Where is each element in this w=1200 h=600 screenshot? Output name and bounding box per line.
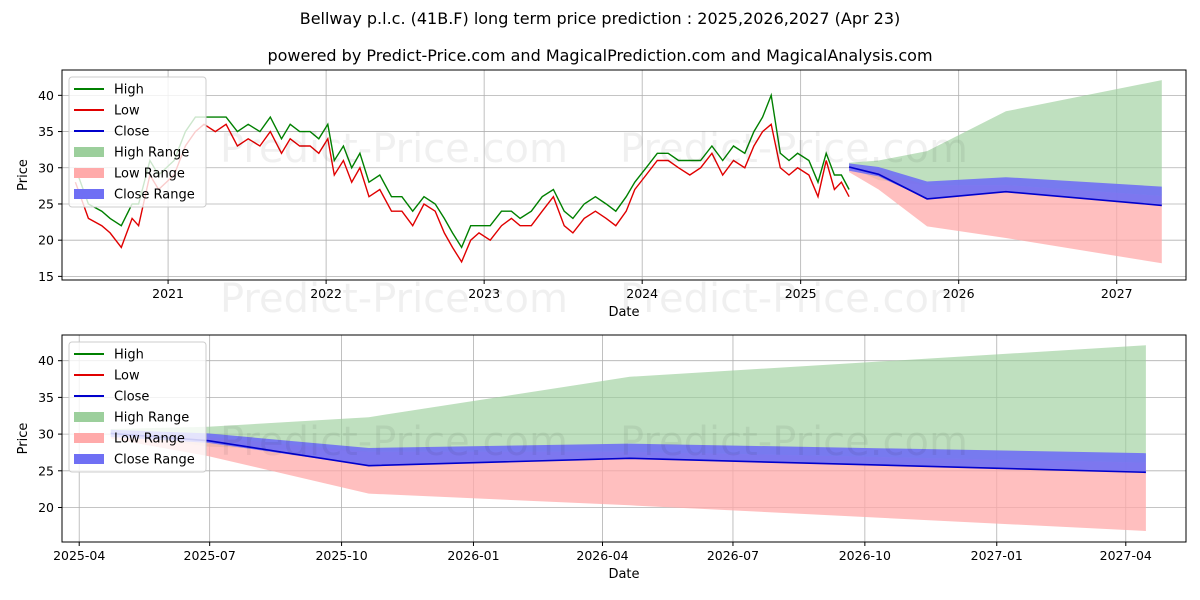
x-axis-label: Date (608, 567, 639, 582)
legend-label: Low Range (114, 432, 185, 447)
x-tick-label: 2026-01 (447, 548, 499, 563)
low-series-line (74, 123, 850, 264)
y-tick-label: 40 (38, 88, 54, 103)
x-tick-label: 2022 (310, 286, 342, 301)
legend-label: High Range (114, 146, 189, 161)
legend-label: Close (114, 390, 149, 405)
x-tick-label: 2027-01 (971, 548, 1023, 563)
y-tick-label: 40 (38, 353, 54, 368)
x-tick-label: 2023 (468, 286, 500, 301)
x-tick-label: 2026-10 (839, 548, 891, 563)
x-tick-label: 2027-04 (1100, 548, 1152, 563)
x-tick-label: 2025-07 (184, 548, 236, 563)
high-range-band (110, 345, 1146, 463)
x-tick-label: 2021 (152, 286, 184, 301)
y-tick-label: 25 (38, 196, 54, 211)
watermark-text: Predict-Price.com (620, 276, 968, 322)
x-tick-label: 2025 (785, 286, 817, 301)
x-tick-label: 2026-04 (576, 548, 628, 563)
y-axis-label: Price (16, 159, 31, 191)
plot-frame (61, 69, 1187, 281)
y-tick-label: 25 (38, 463, 54, 478)
legend-label: Close (114, 125, 149, 140)
close-range-band (849, 163, 1162, 206)
legend-label: Close Range (114, 453, 195, 468)
x-tick-label: 2024 (626, 286, 658, 301)
y-tick-label: 35 (38, 390, 54, 405)
x-tick-label: 2026 (943, 286, 975, 301)
legend-label: Low (114, 104, 140, 119)
plot-frame (61, 334, 1187, 543)
chart-title: Bellway p.l.c. (41B.F) long term price p… (299, 9, 901, 28)
y-axis-label: Price (16, 423, 31, 455)
watermark-text: Predict-Price.com (620, 419, 968, 465)
watermark-text: Predict-Price.com (220, 126, 568, 172)
legend-label: Low Range (114, 167, 185, 182)
y-tick-label: 20 (38, 233, 54, 248)
high-range-band (849, 80, 1162, 196)
legend-high-range-swatch (74, 412, 104, 422)
watermark-text: Predict-Price.com (220, 276, 568, 322)
x-tick-label: 2025-10 (315, 548, 367, 563)
legend-high-range-swatch (74, 147, 104, 157)
y-tick-label: 20 (38, 500, 54, 515)
legend-label: High Range (114, 411, 189, 426)
watermark-text: Predict-Price.com (220, 419, 568, 465)
legend: High Low Close High Range Low Range Close Ran… (68, 341, 207, 473)
chart-panel-2: Predict-Price.com Predict-Price.com 2025-0… (16, 334, 1187, 582)
plot-area (74, 80, 1162, 264)
legend-label: High (114, 83, 144, 98)
plot-area (110, 345, 1146, 531)
x-tick-label: 2027 (1101, 286, 1133, 301)
close-forecast-line (848, 166, 1162, 207)
x-tick-label: 2025-04 (53, 548, 105, 563)
legend-low-range-swatch (74, 168, 104, 178)
y-tick-label: 30 (38, 160, 54, 175)
chart-panel-1: Predict-Price.com Predict-Price.com Predic… (16, 69, 1187, 322)
x-tick-label: 2026-07 (707, 548, 759, 563)
legend-low-range-swatch (74, 433, 104, 443)
watermark-text: Predict-Price.com (620, 126, 968, 172)
legend-label: Low (114, 369, 140, 384)
legend-close-range-swatch (74, 454, 104, 464)
legend-close-range-swatch (74, 189, 104, 199)
y-tick-label: 15 (38, 269, 54, 284)
high-series-line (74, 92, 850, 249)
close-range-band (110, 429, 1146, 473)
legend-label: High (114, 348, 144, 363)
legend-label: Close Range (114, 188, 195, 203)
y-tick-label: 35 (38, 124, 54, 139)
legend: High Low Close High Range Low Range Close Ran… (68, 76, 207, 208)
x-axis-label: Date (608, 305, 639, 320)
chart-subtitle: powered by Predict-Price.com and Magical… (267, 46, 933, 65)
y-tick-label: 30 (38, 427, 54, 442)
